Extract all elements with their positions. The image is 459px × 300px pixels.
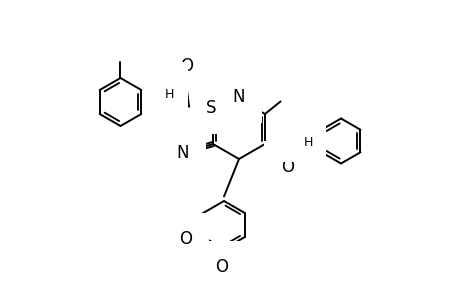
- Text: H: H: [303, 136, 312, 149]
- Text: N: N: [158, 79, 171, 97]
- Text: O: O: [215, 258, 228, 276]
- Text: H: H: [165, 88, 174, 101]
- Text: O: O: [180, 57, 193, 75]
- Text: N: N: [297, 128, 309, 146]
- Text: O: O: [280, 158, 293, 175]
- Text: N: N: [232, 88, 245, 106]
- Text: N: N: [176, 144, 189, 162]
- Text: O: O: [179, 230, 192, 248]
- Text: S: S: [206, 99, 216, 117]
